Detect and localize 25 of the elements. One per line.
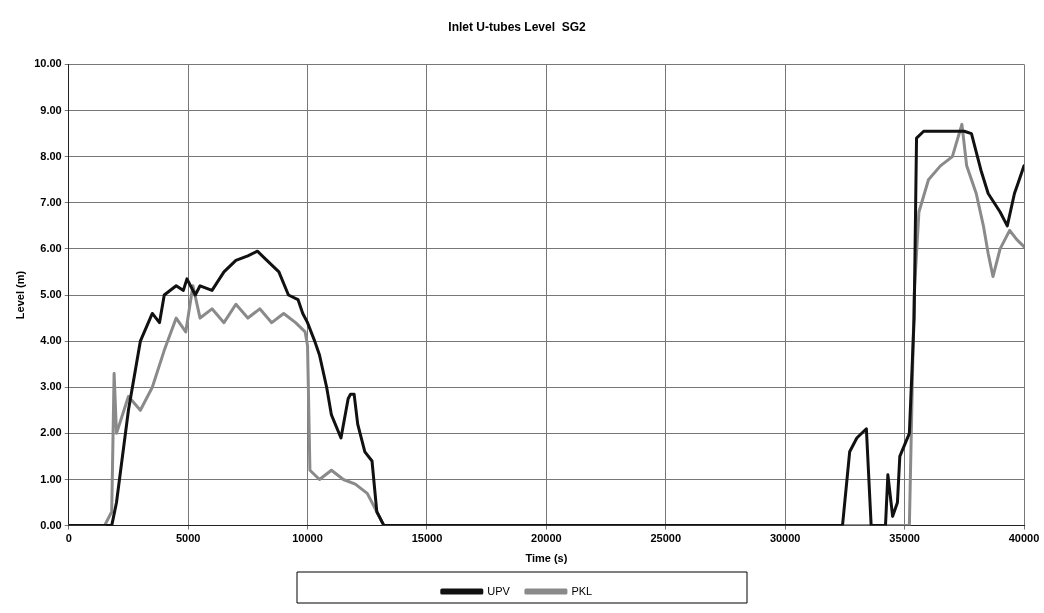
x-tick-label: 0 (65, 532, 72, 545)
x-tick-label: 20000 (531, 532, 562, 545)
y-tick-label: 5.00 (40, 288, 62, 301)
x-tick-label: 10000 (292, 532, 323, 545)
y-tick-label: 0.00 (40, 518, 62, 531)
x-axis-title: Time (s) (525, 552, 568, 565)
y-tick-label: 1.00 (40, 472, 62, 485)
legend-label: UPV (487, 584, 511, 597)
y-tick-label: 6.00 (40, 241, 62, 254)
y-tick-label: 9.00 (40, 103, 62, 116)
y-tick-label: 8.00 (40, 149, 62, 162)
x-tick-label: 15000 (411, 532, 443, 545)
y-tick-label: 2.00 (40, 426, 62, 439)
x-tick-label: 30000 (769, 532, 801, 545)
chart-title: Inlet U-tubes Level SG2 (448, 19, 587, 34)
x-tick-label: 40000 (1008, 532, 1040, 545)
x-tick-label: 35000 (889, 532, 920, 545)
y-tick-label: 7.00 (40, 195, 62, 208)
x-tick-label: 5000 (175, 532, 201, 545)
y-axis-title: Level (m) (13, 270, 26, 320)
y-tick-label: 10.00 (34, 57, 62, 70)
x-tick-label: 25000 (650, 532, 682, 545)
legend-label: PKL (571, 584, 593, 597)
y-tick-label: 4.00 (40, 334, 62, 347)
y-tick-label: 3.00 (40, 380, 62, 393)
